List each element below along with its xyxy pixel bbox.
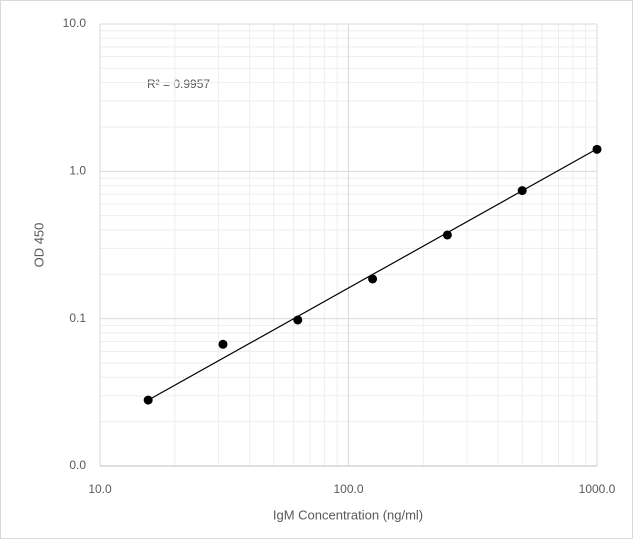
data-point xyxy=(368,274,378,284)
data-point xyxy=(218,339,228,349)
data-point xyxy=(293,315,303,325)
data-point xyxy=(592,144,602,154)
x-tick-label: 100.0 xyxy=(333,482,363,496)
data-point xyxy=(143,395,153,405)
y-tick-label: 0.1 xyxy=(69,311,86,325)
y-tick-label: 1.0 xyxy=(69,164,86,178)
data-point xyxy=(517,186,527,196)
x-tick-label: 1000.0 xyxy=(579,482,616,496)
data-point xyxy=(442,230,452,240)
y-tick-label: 10.0 xyxy=(63,16,87,30)
y-tick-label: 0.0 xyxy=(69,458,86,472)
x-tick-label: 10.0 xyxy=(88,482,112,496)
x-axis-title: IgM Concentration (ng/ml) xyxy=(273,507,423,522)
annotation: R² = 0.9957 xyxy=(147,77,210,91)
y-axis-title: OD 450 xyxy=(31,223,46,268)
